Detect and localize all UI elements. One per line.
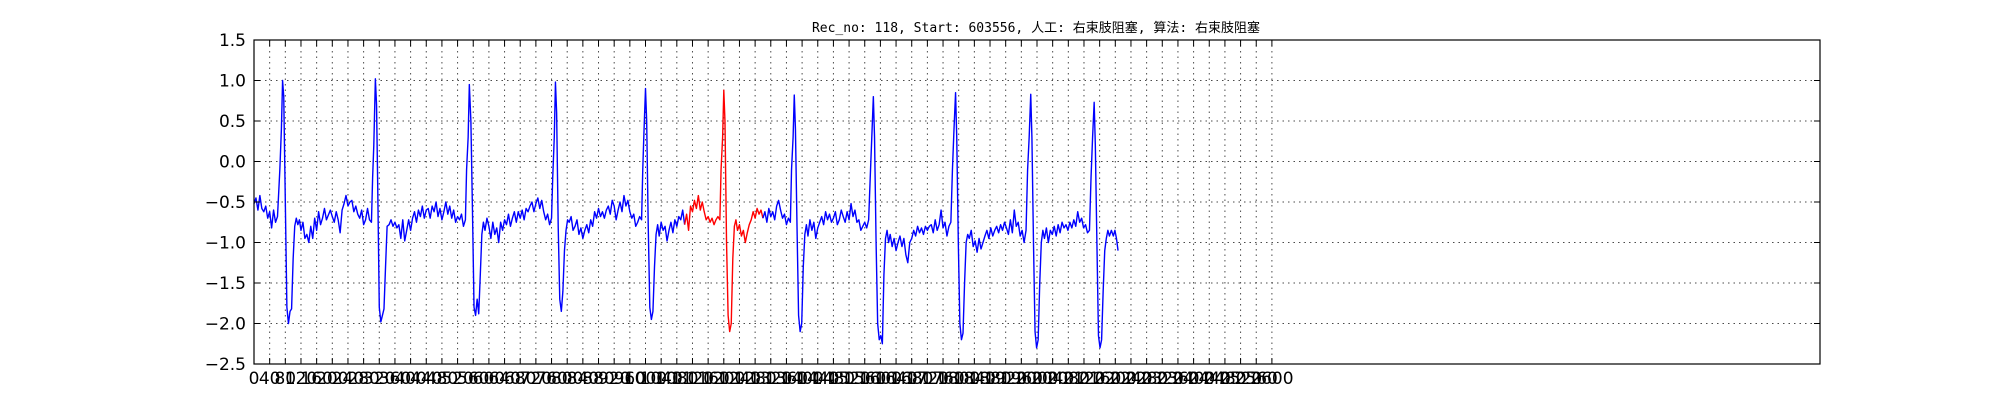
- x-tick-label: 2080: [1047, 369, 1090, 389]
- y-tick-label: 0.5: [219, 112, 246, 132]
- x-tick-label: 320: [363, 369, 395, 389]
- x-tick-label: 280: [347, 369, 379, 389]
- x-tick-label: 1160: [687, 369, 730, 389]
- x-tick-label: 1120: [671, 369, 714, 389]
- x-tick-label: 2040: [1031, 369, 1074, 389]
- x-tick-label: 1480: [812, 369, 855, 389]
- x-tick-label: 1800: [937, 369, 980, 389]
- x-tick-label: 1000: [624, 369, 667, 389]
- x-tick-label: 160: [300, 369, 332, 389]
- x-tick-label: 2360: [1156, 369, 1199, 389]
- x-tick-label: 1600: [859, 369, 902, 389]
- x-tick-label: 560: [457, 369, 489, 389]
- x-tick-label: 680: [504, 369, 536, 389]
- x-tick-label: 80: [274, 369, 296, 389]
- y-tick-label: 1.0: [219, 72, 246, 92]
- x-tick-label: 2400: [1172, 369, 1215, 389]
- x-tick-label: 120: [285, 369, 317, 389]
- x-tick-label: 1520: [827, 369, 870, 389]
- x-tick-label: 2280: [1125, 369, 1168, 389]
- x-tick-label: 520: [441, 369, 473, 389]
- x-tick-label: 1840: [953, 369, 996, 389]
- x-tick-label: 720: [520, 369, 552, 389]
- x-tick-label: 1320: [749, 369, 792, 389]
- grid-lines: [253, 39, 1820, 365]
- x-tick-label: 800: [551, 369, 583, 389]
- x-tick-label: 240: [332, 369, 364, 389]
- x-tick-label: 960: [614, 369, 646, 389]
- x-tick-label: 0: [249, 369, 260, 389]
- x-tick-label: 2120: [1062, 369, 1105, 389]
- x-tick-label: 440: [410, 369, 442, 389]
- x-tick-label: 840: [567, 369, 599, 389]
- x-tick-label: 1280: [733, 369, 776, 389]
- x-tick-label: 40: [259, 369, 281, 389]
- x-axis: 0 408012016020024028032036040044048052056…: [249, 40, 1294, 389]
- ecg-series-line-1: [253, 78, 686, 325]
- x-tick-label: 640: [488, 369, 520, 389]
- x-tick-label: 1440: [796, 369, 839, 389]
- x-tick-label: 1560: [843, 369, 886, 389]
- x-tick-label: 600: [473, 369, 505, 389]
- x-tick-label: 1200: [702, 369, 745, 389]
- x-tick-label: 880: [582, 369, 614, 389]
- x-tick-label: 1760: [921, 369, 964, 389]
- y-tick-label: 1.5: [219, 31, 246, 51]
- y-tick-label: −0.5: [205, 193, 246, 213]
- y-tick-label: −2.0: [205, 315, 246, 335]
- y-tick-label: 0.0: [219, 153, 246, 173]
- x-tick-label: 200: [316, 369, 348, 389]
- y-tick-label: −1.5: [205, 274, 246, 294]
- x-tick-label: 1360: [765, 369, 808, 389]
- x-tick-label: 2160: [1078, 369, 1121, 389]
- y-axis: 1.5 1.0 0.5 0.0 −0.5 −1.0 −1.5 −2.0 −2.5: [205, 31, 1820, 375]
- x-tick-label: 1680: [890, 369, 933, 389]
- x-tick-label: 760: [535, 369, 567, 389]
- x-tick-label: 920: [598, 369, 630, 389]
- chart-title: Rec_no: 118, Start: 603556, 人工: 右束肢阻塞, 算…: [812, 20, 1260, 36]
- x-tick-label: 2320: [1141, 369, 1184, 389]
- x-tick-label: 2240: [1109, 369, 1152, 389]
- x-tick-label: 1080: [655, 369, 698, 389]
- x-tick-label: 1960: [1000, 369, 1043, 389]
- x-tick-label: 1880: [968, 369, 1011, 389]
- x-tick-label: 2000: [1015, 369, 1058, 389]
- x-tick-label: 2480: [1203, 369, 1246, 389]
- y-tick-label: −1.0: [205, 234, 246, 254]
- x-tick-label: 1240: [718, 369, 761, 389]
- y-tick-label: −2.5: [205, 355, 246, 375]
- x-tick-label: 1640: [874, 369, 917, 389]
- x-tick-label: 1720: [906, 369, 949, 389]
- x-tick-label: 480: [426, 369, 458, 389]
- x-tick-label: 2600: [1250, 369, 1293, 389]
- x-tick-label: 2520: [1219, 369, 1262, 389]
- x-tick-label: 1920: [984, 369, 1027, 389]
- x-tick-label: 2200: [1094, 369, 1137, 389]
- x-tick-label: 1040: [640, 369, 683, 389]
- series-layer: [253, 78, 1119, 349]
- x-tick-label: 1400: [780, 369, 823, 389]
- x-tick-label: 2440: [1188, 369, 1231, 389]
- x-tick-label: 360: [379, 369, 411, 389]
- ecg-series-line-3: [762, 91, 1119, 349]
- x-tick-label: 2560: [1235, 369, 1278, 389]
- x-tick-label: 400: [394, 369, 426, 389]
- ecg-series-line-2: [683, 89, 764, 333]
